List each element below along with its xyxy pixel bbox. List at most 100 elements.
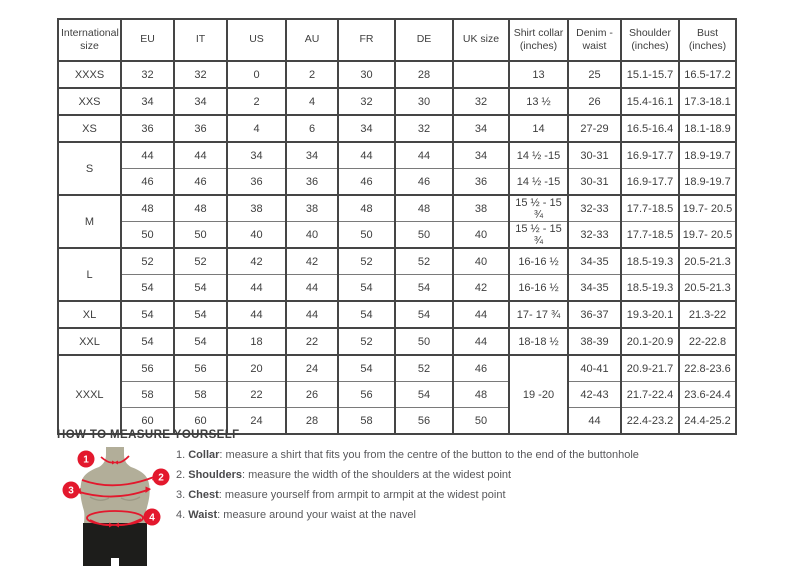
column-header: UK size bbox=[452, 19, 509, 61]
table-cell: 44 bbox=[285, 300, 338, 328]
table-cell: 48 bbox=[173, 194, 227, 222]
table-cell: 15.4-16.1 bbox=[620, 87, 679, 115]
shirt-collar-merged-cell: 19 -20 bbox=[508, 354, 568, 434]
column-header: Shoulder (inches) bbox=[620, 19, 679, 61]
instruction-number: 1. bbox=[176, 449, 189, 461]
table-cell: 44 bbox=[452, 300, 509, 328]
table-cell: 19.3-20.1 bbox=[620, 300, 679, 328]
table-cell: 6 bbox=[285, 114, 338, 142]
table-cell: 2 bbox=[285, 60, 338, 88]
collar-arrowhead-right bbox=[114, 460, 118, 465]
table-cell: 16.5-16.4 bbox=[620, 114, 679, 142]
table-cell: 20.9-21.7 bbox=[620, 354, 679, 382]
table-cell: 32 bbox=[120, 60, 174, 88]
table-cell: 60 bbox=[120, 407, 174, 434]
table-cell: 34 bbox=[337, 114, 395, 142]
table-cell: 50 bbox=[173, 221, 227, 248]
table-cell: 17- 17 ¾ bbox=[508, 300, 568, 328]
table-cell: 18.5-19.3 bbox=[620, 247, 679, 275]
table-cell: 36-37 bbox=[567, 300, 621, 328]
table-cell: 20 bbox=[226, 354, 286, 382]
size-chart-table: International size EU IT US AU FR DE UK size Shi… bbox=[57, 18, 737, 435]
shoulders-measure-arc bbox=[81, 476, 155, 487]
table-row: XS 36 36 4 6 34 32 34 14 27-29 16.5-16.4 18.1-18.9 bbox=[57, 114, 736, 142]
table-row: XXL 54 54 18 22 52 50 44 18-18 ½ 38-39 20.1-20.9 22… bbox=[57, 327, 736, 355]
table-cell: 48 bbox=[120, 194, 174, 222]
table-cell: 18.9-19.7 bbox=[678, 168, 736, 195]
table-cell: 34-35 bbox=[567, 247, 621, 275]
diagram-markers: 1 2 3 4 bbox=[62, 450, 170, 526]
table-cell: 16-16 ½ bbox=[508, 247, 568, 275]
waist-arrowhead-right bbox=[114, 522, 119, 528]
table-row: 50 50 40 40 50 50 40 15 ½ - 15 ¾ 32-33 17.7-18.5 1… bbox=[58, 221, 736, 248]
column-header: Shirt collar (inches) bbox=[508, 19, 568, 61]
table-row: 54 54 44 44 54 54 42 16-16 ½ 34-35 18.5-19.3 20.5-… bbox=[58, 274, 736, 301]
table-cell: 50 bbox=[337, 221, 395, 248]
table-cell: 17.7-18.5 bbox=[620, 221, 679, 248]
table-cell: 22.4-23.2 bbox=[620, 407, 679, 434]
body-measurement-diagram: 1 2 3 4 bbox=[62, 447, 170, 566]
table-cell: 52 bbox=[337, 247, 395, 275]
instruction-label: Collar bbox=[188, 449, 220, 461]
marker-1-circle bbox=[77, 450, 95, 468]
table-cell: 26 bbox=[285, 381, 338, 408]
table-cell: 17.7-18.5 bbox=[620, 194, 679, 222]
table-cell: 52 bbox=[394, 247, 453, 275]
table-cell: 44 bbox=[285, 274, 338, 301]
instruction-label: Shoulders bbox=[188, 469, 243, 481]
table-cell: 22-22.8 bbox=[678, 327, 736, 355]
international-size-cell: XXL bbox=[57, 327, 121, 355]
table-cell: 18-18 ½ bbox=[508, 327, 568, 355]
table-cell: 13 bbox=[508, 60, 568, 88]
table-cell: 44 bbox=[120, 141, 174, 169]
table-cell: 38 bbox=[452, 194, 509, 222]
table-row: XXXL 56 56 20 24 54 52 46 19 -20 40-41 20.9-21.7 22… bbox=[57, 354, 736, 434]
table-cell: 60 bbox=[173, 407, 227, 434]
instruction-label: Chest bbox=[188, 489, 219, 501]
international-size-cell: XXXS bbox=[57, 60, 121, 88]
instruction-number: 4. bbox=[176, 509, 189, 521]
table-cell: 58 bbox=[173, 381, 227, 408]
table-cell: 16.5-17.2 bbox=[678, 60, 736, 88]
marker-3-number: 3 bbox=[68, 486, 74, 497]
table-cell: 16-16 ½ bbox=[508, 274, 568, 301]
table-cell: 34 bbox=[285, 141, 338, 169]
table-cell: 58 bbox=[120, 381, 174, 408]
table-cell: 21.7-22.4 bbox=[620, 381, 679, 408]
table-cell: 50 bbox=[394, 327, 453, 355]
table-row: M 48 48 38 38 48 48 38 15 ½ - 15 ¾ 32-33 17.7-18.5… bbox=[57, 194, 736, 248]
table-cell: 36 bbox=[452, 168, 509, 195]
table-cell: 58 bbox=[337, 407, 395, 434]
table-cell: 40 bbox=[226, 221, 286, 248]
table-cell: 34 bbox=[120, 87, 174, 115]
instruction-text: : measure around your waist at the navel bbox=[217, 509, 416, 521]
instruction-number: 2. bbox=[176, 469, 189, 481]
table-cell: 22 bbox=[226, 381, 286, 408]
measure-instruction-item: 3. Chest: measure yourself from armpit t… bbox=[176, 489, 639, 501]
table-cell: 4 bbox=[226, 114, 286, 142]
international-size-cell: XXS bbox=[57, 87, 121, 115]
table-row: XL 54 54 44 44 54 54 44 17- 17 ¾ 36-37 19.3-20.1 21… bbox=[57, 300, 736, 328]
table-cell: 40 bbox=[452, 221, 509, 248]
table-cell: 46 bbox=[173, 168, 227, 195]
table-cell: 15 ½ - 15 ¾ bbox=[508, 221, 568, 248]
table-cell: 38-39 bbox=[567, 327, 621, 355]
table-cell: 54 bbox=[337, 354, 395, 382]
column-header: US bbox=[226, 19, 286, 61]
table-cell: 18 bbox=[226, 327, 286, 355]
table-cell: 56 bbox=[173, 354, 227, 382]
table-cell: 40 bbox=[452, 247, 509, 275]
table-cell: 18.9-19.7 bbox=[678, 141, 736, 169]
table-cell: 54 bbox=[173, 327, 227, 355]
table-cell: 54 bbox=[337, 300, 395, 328]
measure-instruction-item: 1. Collar: measure a shirt that fits you… bbox=[176, 449, 639, 461]
international-size-cell: M bbox=[57, 194, 121, 248]
chest-contour bbox=[89, 496, 141, 501]
waist-arrowhead-left bbox=[109, 522, 114, 528]
table-cell: 4 bbox=[285, 87, 338, 115]
table-row: 60 60 24 28 58 56 50 44 22.4-23.2 24.4-25.2 bbox=[58, 407, 736, 434]
table-cell: 30 bbox=[394, 87, 453, 115]
table-cell: 23.6-24.4 bbox=[678, 381, 736, 408]
international-size-cell: S bbox=[57, 141, 121, 195]
measure-instruction-item: 2. Shoulders: measure the width of the s… bbox=[176, 469, 639, 481]
